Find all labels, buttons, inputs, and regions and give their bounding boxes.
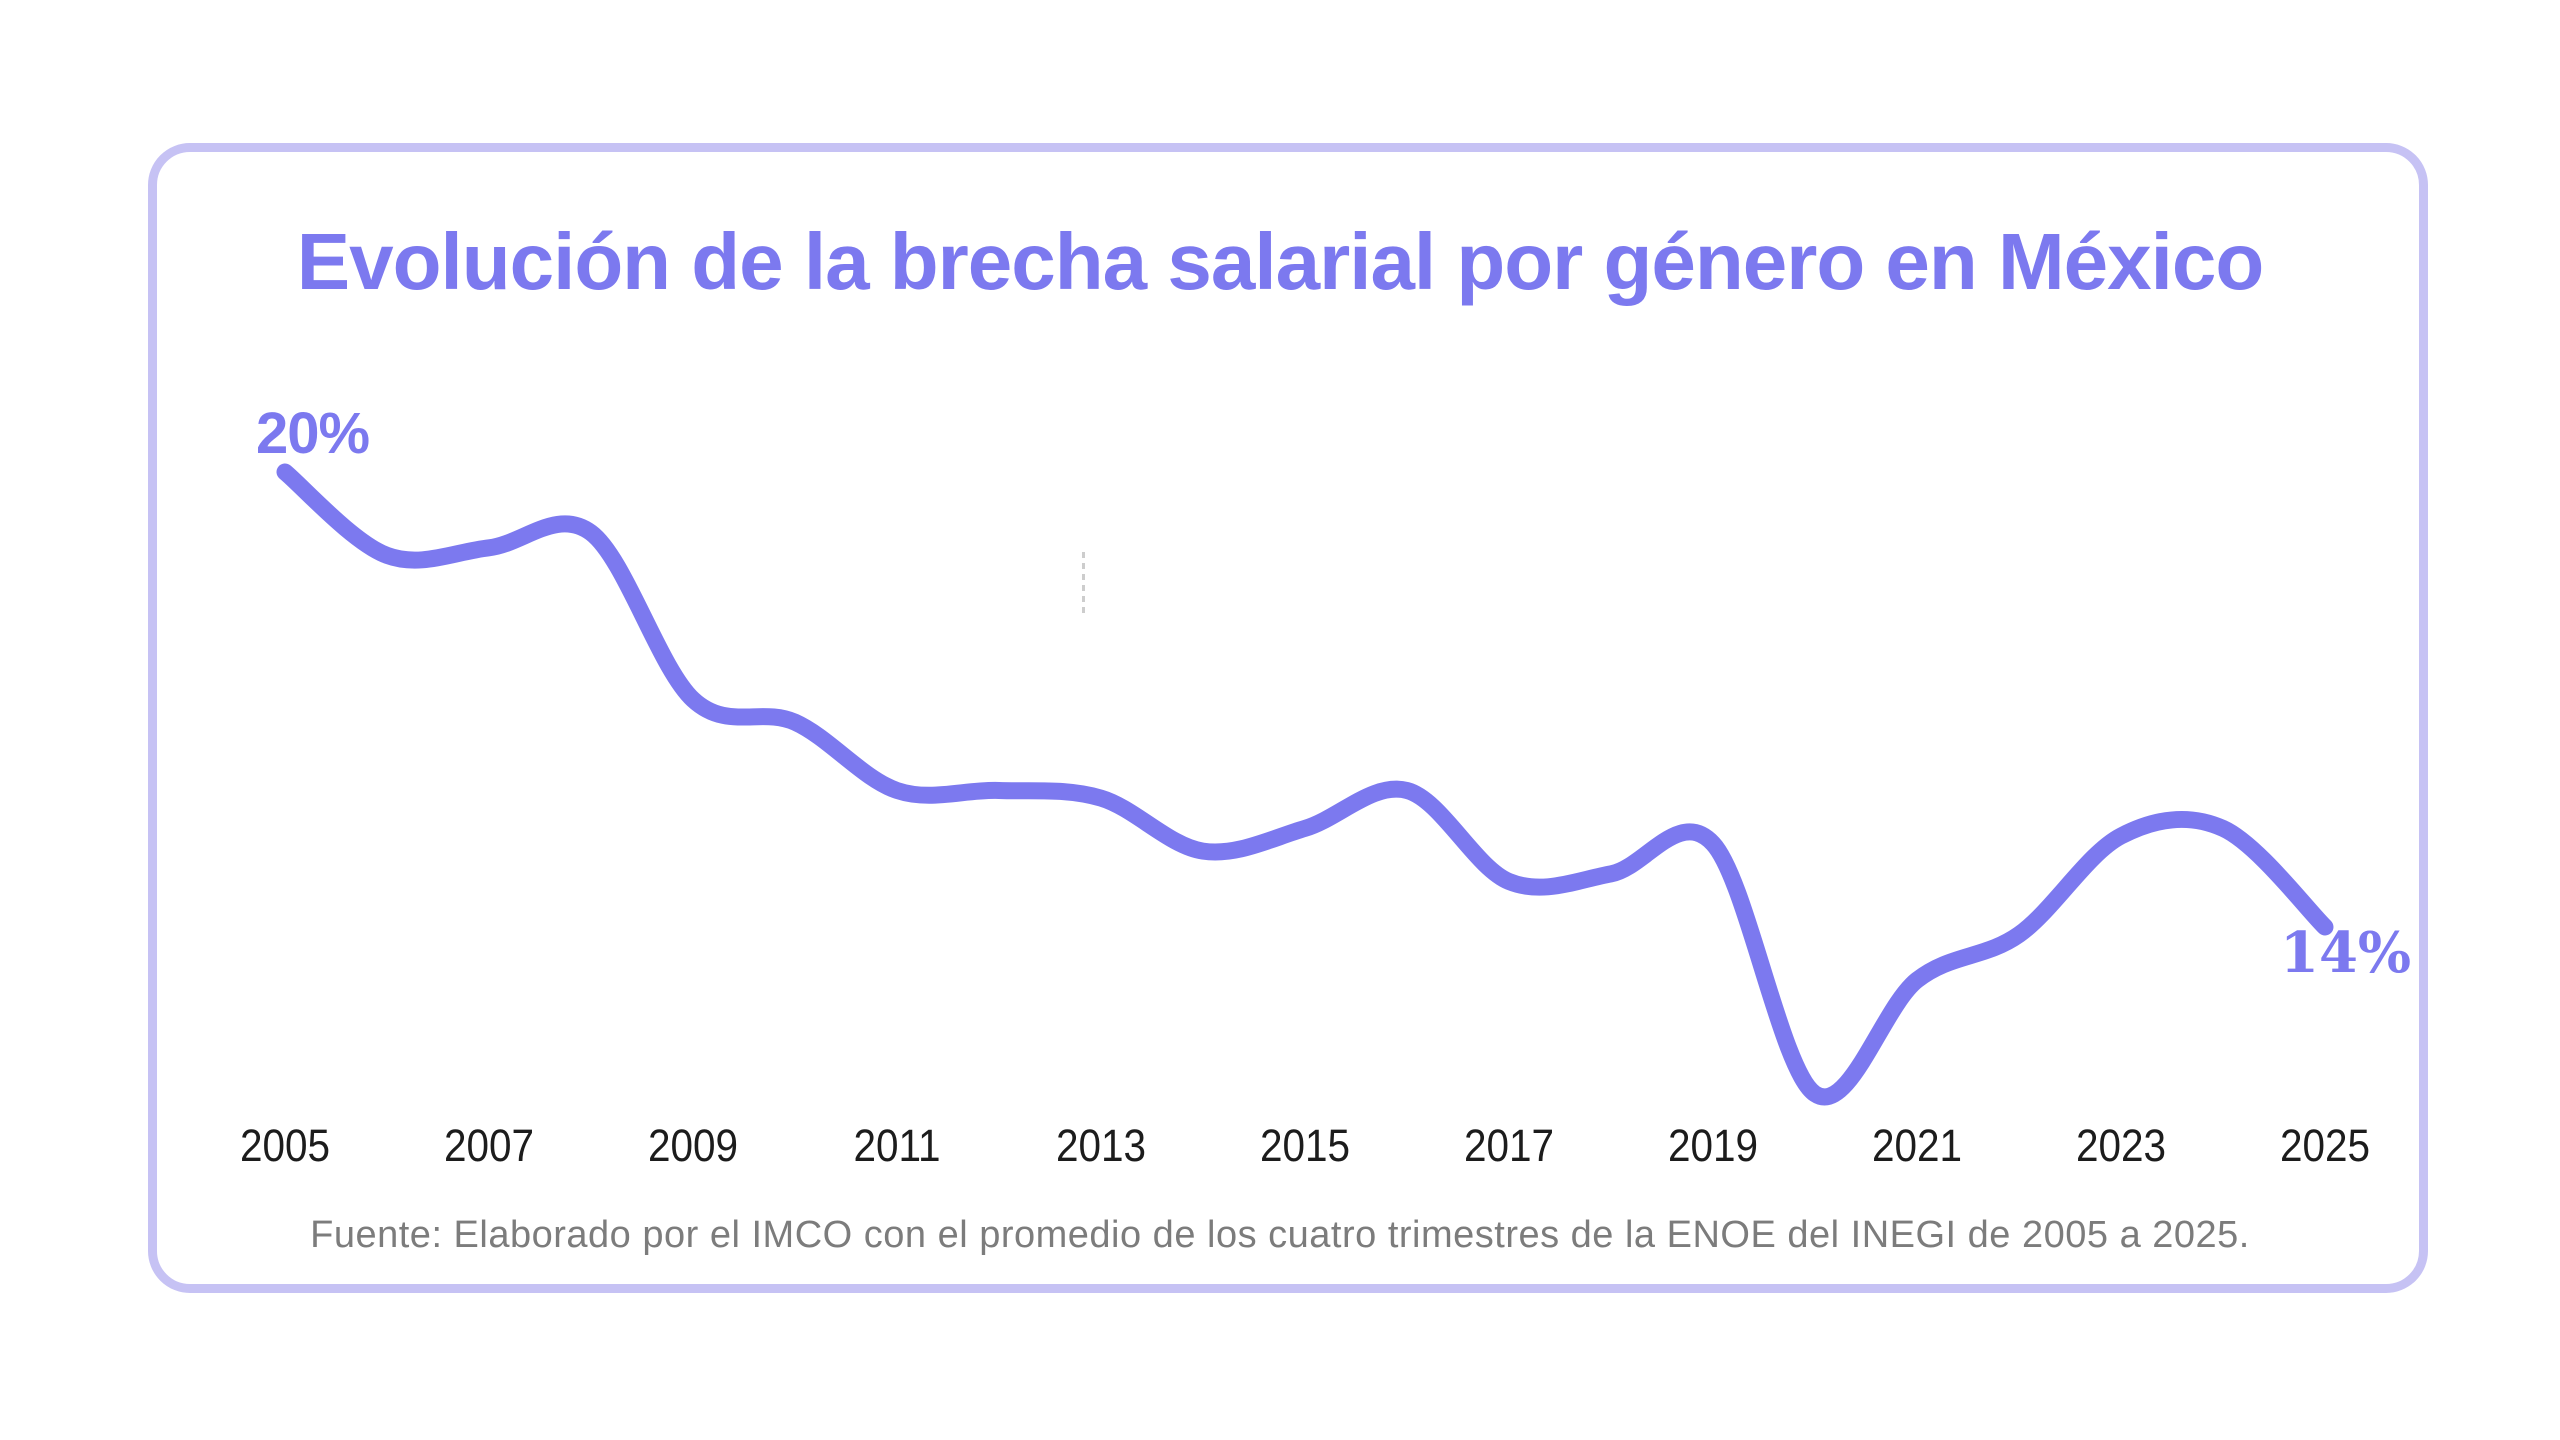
x-axis-tick-2023: 2023 bbox=[2075, 1120, 2167, 1171]
dotted-guide-line bbox=[1082, 552, 1085, 616]
x-axis-tick-2005: 2005 bbox=[239, 1120, 331, 1171]
source-note: Fuente: Elaborado por el IMCO con el pro… bbox=[310, 1214, 2250, 1256]
x-axis-tick-2009: 2009 bbox=[647, 1120, 739, 1171]
x-axis-tick-2007: 2007 bbox=[443, 1120, 535, 1171]
start-value-label: 20% bbox=[256, 401, 370, 466]
x-axis-tick-2013: 2013 bbox=[1055, 1120, 1147, 1171]
x-axis-tick-2017: 2017 bbox=[1463, 1120, 1555, 1171]
chart-title: Evolución de la brecha salarial por géne… bbox=[296, 217, 2264, 306]
x-axis-tick-2021: 2021 bbox=[1871, 1120, 1963, 1171]
end-value-label: 14% bbox=[2280, 920, 2412, 986]
x-axis-tick-2011: 2011 bbox=[853, 1120, 941, 1171]
chart-card bbox=[148, 143, 2428, 1293]
wage-gap-line-path bbox=[276, 463, 2334, 1106]
x-axis-tick-2025: 2025 bbox=[2279, 1120, 2371, 1171]
x-axis-tick-2015: 2015 bbox=[1259, 1120, 1351, 1171]
x-axis: 2005 2007 2009 2011 2013 2015 2017 2019 … bbox=[183, 1120, 2427, 1172]
x-axis-tick-2019: 2019 bbox=[1667, 1120, 1759, 1171]
